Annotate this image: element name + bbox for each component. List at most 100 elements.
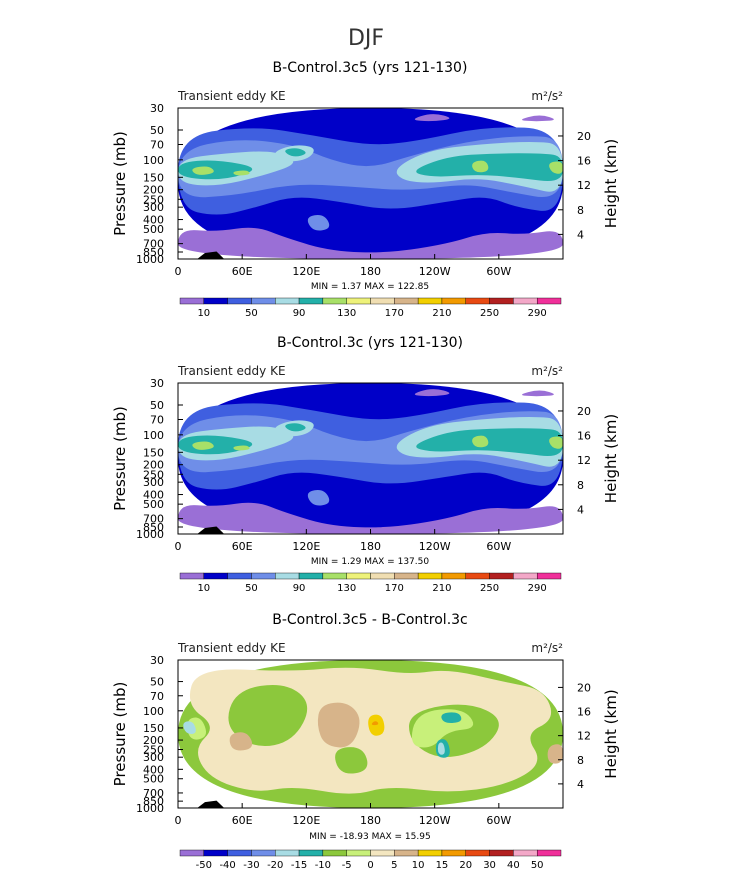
contour-band <box>233 445 250 451</box>
x-tick-label: 120E <box>292 814 320 827</box>
x-tick-label: 0 <box>175 265 182 278</box>
x-tick-label: 180 <box>360 540 381 553</box>
y-tick-label: 50 <box>150 399 164 412</box>
units-label: m²/s² <box>531 89 563 103</box>
colorbar-label: -5 <box>342 860 352 871</box>
page-title: DJF <box>348 26 384 51</box>
colorbar-swatch <box>298 297 324 305</box>
y-tick-label: 250 <box>143 743 164 756</box>
height-tick-label: 16 <box>577 706 591 719</box>
y-tick-label: 700 <box>143 238 164 251</box>
contour-band <box>307 214 330 231</box>
contour-band <box>178 435 253 455</box>
colorbar-swatch <box>275 849 300 857</box>
height-tick-label: 20 <box>577 130 591 143</box>
colorbar-label: 20 <box>459 860 472 871</box>
x-tick-label: 0 <box>175 540 182 553</box>
colorbar-swatch <box>513 849 538 857</box>
x-tick-label: 60W <box>486 814 511 827</box>
y-tick-label: 300 <box>143 751 164 764</box>
colorbar-swatch <box>227 297 252 305</box>
height-tick-label: 4 <box>577 228 584 241</box>
colorbar-label: 250 <box>480 583 499 594</box>
colorbar-swatch <box>417 849 443 857</box>
contour-field <box>178 383 563 534</box>
colorbar: 10 50 90 130 170 210 250 290 <box>179 297 562 319</box>
colorbar-swatch <box>394 572 419 580</box>
contour-band <box>178 502 563 534</box>
colorbar-label: 50 <box>245 583 258 594</box>
contour-band <box>335 747 368 774</box>
colorbar-swatch <box>489 572 514 580</box>
contour-band <box>233 170 250 176</box>
x-tick-label: 60W <box>486 265 511 278</box>
colorbar-label: 290 <box>528 308 547 319</box>
y-tick-label: 70 <box>150 138 164 151</box>
chart-title: B-Control.3c (yrs 121-130) <box>277 335 463 351</box>
contour-band <box>472 435 489 448</box>
colorbar-swatch <box>251 297 276 305</box>
colorbar-label: 0 <box>367 860 373 871</box>
contour-band <box>472 160 489 173</box>
chart-title: B-Control.3c5 - B-Control.3c <box>272 612 468 628</box>
colorbar-label: -40 <box>219 860 235 871</box>
contour-field <box>178 660 563 808</box>
contour-band <box>317 702 360 748</box>
chart-panel-1: B-Control.3c5 (yrs 121-130) Transient edd… <box>111 60 620 319</box>
y-tick-label: 700 <box>143 787 164 800</box>
colorbar: 10 50 90 130 170 210 250 290 <box>179 572 562 594</box>
y-axis-title: Pressure (mb) <box>111 131 129 236</box>
colorbar-label: 250 <box>480 308 499 319</box>
colorbar-label: 40 <box>507 860 520 871</box>
y-tick-label: 500 <box>143 498 164 511</box>
x-tick-label: 180 <box>360 265 381 278</box>
contour-band <box>178 227 563 259</box>
colorbar-swatch <box>227 572 252 580</box>
height-tick-label: 12 <box>577 179 591 192</box>
colorbar-label: 290 <box>528 583 547 594</box>
chart-title: B-Control.3c5 (yrs 121-130) <box>273 60 468 76</box>
y-tick-label: 150 <box>143 171 164 184</box>
x-tick-label: 180 <box>360 814 381 827</box>
colorbar-swatch <box>251 849 276 857</box>
x-tick-label: 60E <box>232 265 253 278</box>
colorbar-swatch <box>370 849 395 857</box>
y-tick-label: 30 <box>150 654 164 667</box>
colorbar-swatch <box>346 297 371 305</box>
y-tick-label: 200 <box>143 734 164 747</box>
topography-mask <box>197 800 225 808</box>
height-tick-label: 20 <box>577 405 591 418</box>
colorbar-swatch <box>298 572 324 580</box>
colorbar-swatch <box>465 849 490 857</box>
colorbar-swatch <box>417 297 443 305</box>
colorbar-swatch <box>322 572 347 580</box>
colorbar-swatch <box>536 572 562 580</box>
x-tick-label: 120E <box>292 265 320 278</box>
colorbar-swatch <box>441 572 466 580</box>
colorbar-swatch <box>346 572 371 580</box>
colorbar-swatch <box>489 849 514 857</box>
colorbar-label: -10 <box>315 860 331 871</box>
colorbar-label: 50 <box>531 860 544 871</box>
contour-band <box>522 115 554 122</box>
contour-band <box>416 428 563 457</box>
y-axis-right-title: Height (km) <box>602 139 620 228</box>
colorbar-swatch <box>465 572 490 580</box>
y-tick-label: 150 <box>143 446 164 459</box>
colorbar-swatch <box>275 572 300 580</box>
y-tick-label: 300 <box>143 476 164 489</box>
height-tick-label: 4 <box>577 503 584 516</box>
colorbar-label: 30 <box>483 860 496 871</box>
colorbar-swatch <box>441 297 466 305</box>
contour-band <box>178 160 253 180</box>
stats-label: MIN = -18.93 MAX = 15.95 <box>309 832 430 842</box>
y-tick-label: 150 <box>143 722 164 735</box>
height-tick-label: 4 <box>577 778 584 791</box>
colorbar-swatch <box>441 849 466 857</box>
contour-band <box>228 684 308 747</box>
colorbar-label: -30 <box>243 860 259 871</box>
colorbar-swatch <box>251 572 276 580</box>
colorbar-swatch <box>489 297 514 305</box>
contour-band <box>183 721 196 734</box>
